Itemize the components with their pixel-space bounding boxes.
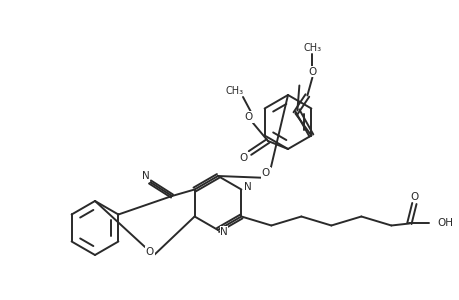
Text: N: N xyxy=(142,171,150,181)
Text: N: N xyxy=(220,227,227,237)
Text: CH₃: CH₃ xyxy=(302,43,321,52)
Text: O: O xyxy=(261,168,269,178)
Text: O: O xyxy=(244,112,252,122)
Text: O: O xyxy=(146,247,154,257)
Text: O: O xyxy=(409,191,418,202)
Text: OH: OH xyxy=(437,218,453,229)
Text: O: O xyxy=(308,67,316,76)
Text: N: N xyxy=(243,182,251,193)
Text: CH₃: CH₃ xyxy=(225,86,244,96)
Text: O: O xyxy=(239,153,247,163)
